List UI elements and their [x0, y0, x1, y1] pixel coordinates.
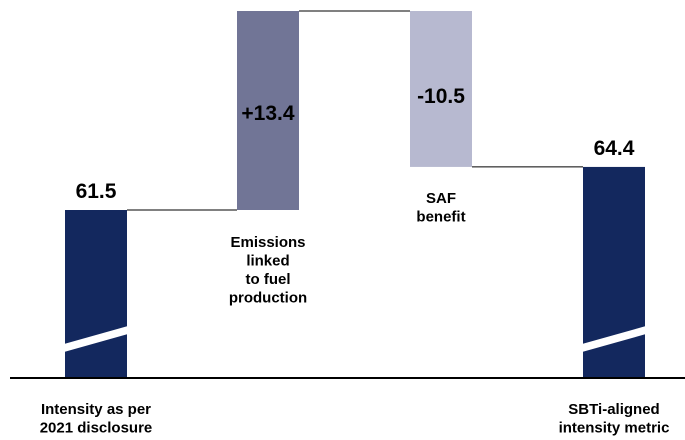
data-label: -10.5	[417, 85, 465, 108]
axis-break-mark	[64, 326, 128, 352]
category-label: SBTi-aligned intensity metric	[559, 401, 670, 437]
bar	[237, 11, 299, 210]
bar	[65, 210, 127, 378]
data-label: 61.5	[76, 180, 117, 203]
category-label-line: SAF	[426, 190, 456, 207]
category-label-line: Emissions	[230, 234, 305, 251]
category-label-line: 2021 disclosure	[40, 420, 153, 437]
data-label: 64.4	[594, 137, 635, 160]
category-label-line: to fuel	[246, 271, 291, 288]
category-label-line: production	[229, 290, 307, 307]
category-label-line: intensity metric	[559, 420, 670, 437]
axis-break-mark	[582, 326, 646, 352]
category-label-line: linked	[246, 253, 289, 270]
category-label: Intensity as per 2021 disclosure	[40, 401, 153, 437]
data-label: +13.4	[241, 102, 294, 125]
bar	[410, 11, 472, 167]
category-label: Emissions linked to fuel production	[229, 234, 307, 307]
category-label-line: SBTi-aligned	[568, 401, 659, 418]
category-label: SAF benefit	[416, 190, 465, 226]
category-label-line: benefit	[416, 209, 465, 226]
category-label-line: Intensity as per	[41, 401, 151, 418]
